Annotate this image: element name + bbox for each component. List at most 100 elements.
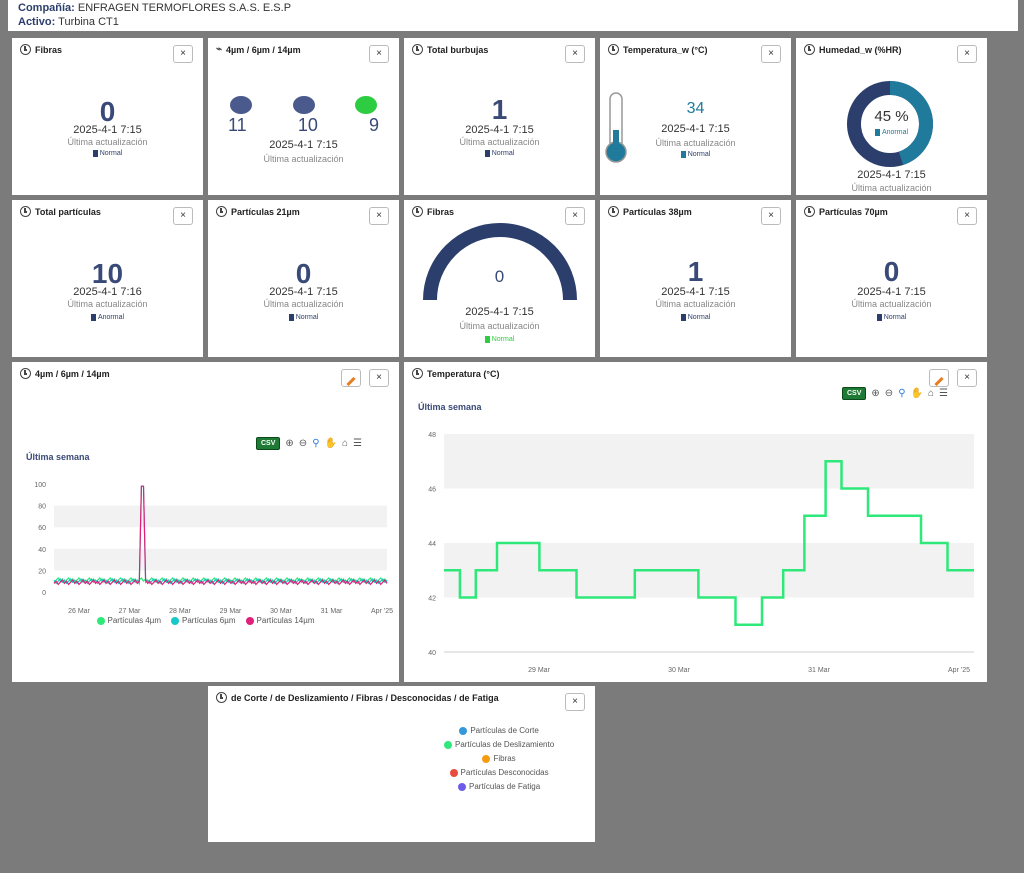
status-badge: Normal — [12, 150, 203, 157]
gauge — [423, 223, 577, 301]
home-icon[interactable]: ⌂ — [341, 438, 349, 449]
card-chart-temperature: Temperatura (°C) × CSV ⊕ ⊖ ⚲ ✋ ⌂ ☰ Últim… — [404, 362, 987, 682]
card-title: Temperatura (°C) — [412, 368, 499, 379]
chart-legend: Partículas de Corte Partículas de Desliz… — [444, 726, 554, 791]
close-button[interactable]: × — [957, 207, 977, 225]
legend-item[interactable]: Fibras — [482, 754, 516, 763]
card-total-particulas: Total partículas × 10 2025-4-1 7:16 Últi… — [12, 200, 203, 357]
humidity-donut — [847, 81, 933, 167]
legend-item[interactable]: Partículas 6µm — [171, 616, 236, 625]
asset-value: Turbina CT1 — [58, 16, 119, 28]
chart-toolbar: CSV ⊕ ⊖ ⚲ ✋ ⌂ ☰ — [842, 387, 948, 400]
update-label: Última actualización — [67, 299, 148, 309]
zoom-out-icon[interactable]: ⊖ — [298, 438, 308, 449]
legend-item[interactable]: Partículas 14µm — [245, 616, 315, 625]
company-label: Compañía: — [18, 2, 75, 14]
clock-icon — [608, 44, 619, 55]
value-14um: 9 — [368, 115, 379, 135]
grid-band — [54, 505, 387, 528]
y-tick-label: 40 — [428, 650, 436, 657]
edit-button[interactable] — [341, 369, 361, 387]
x-tick-label: 26 Mar — [68, 608, 90, 615]
close-button[interactable]: × — [761, 207, 781, 225]
close-button[interactable]: × — [565, 45, 585, 63]
card-title: Fibras — [412, 206, 454, 217]
close-button[interactable]: × — [173, 45, 193, 63]
clock-icon — [412, 44, 423, 55]
status-badge: Normal — [796, 314, 987, 321]
update-label: Última actualización — [263, 299, 344, 309]
asset-label: Activo: — [18, 16, 56, 28]
y-tick-label: 44 — [428, 541, 436, 548]
legend-item[interactable]: Partículas 4µm — [96, 616, 161, 625]
close-button[interactable]: × — [369, 207, 389, 225]
card-chart-sizes: 4µm / 6µm / 14µm × CSV ⊕ ⊖ ⚲ ✋ ⌂ ☰ Últim… — [12, 362, 399, 682]
x-tick-label: Apr '25 — [371, 608, 393, 615]
value: 10 — [91, 258, 124, 289]
search-icon[interactable]: ⚲ — [898, 388, 906, 399]
pencil-icon — [934, 376, 944, 387]
card-title: Partículas 70µm — [804, 206, 888, 217]
value-6um: 10 — [297, 115, 318, 135]
pan-icon[interactable]: ✋ — [910, 388, 923, 399]
card-fibras: Fibras × 0 2025-4-1 7:15 Última actualiz… — [12, 38, 203, 195]
clock-icon — [804, 206, 815, 217]
y-tick-label: 40 — [38, 547, 46, 554]
pan-icon[interactable]: ✋ — [324, 438, 337, 449]
y-tick-label: 80 — [38, 504, 46, 511]
value: 1 — [491, 94, 508, 125]
card-title: Total partículas — [20, 206, 101, 217]
menu-icon[interactable]: ☰ — [353, 438, 362, 449]
dot-14um — [355, 96, 377, 114]
clock-icon — [412, 206, 423, 217]
update-label: Última actualización — [851, 299, 932, 309]
legend-item[interactable]: Partículas de Corte — [459, 726, 539, 735]
series-line — [53, 485, 388, 586]
y-tick-label: 42 — [428, 596, 436, 603]
search-icon[interactable]: ⚲ — [312, 438, 320, 449]
close-button[interactable]: × — [369, 369, 389, 387]
close-button[interactable]: × — [565, 693, 585, 711]
card-fibras-gauge: Fibras × 0 2025-4-1 7:15 Última actualiz… — [404, 200, 595, 357]
home-icon[interactable]: ⌂ — [927, 388, 935, 399]
legend-item[interactable]: Partículas de Fatiga — [458, 782, 540, 791]
card-title: de Corte / de Deslizamiento / Fibras / D… — [216, 692, 499, 703]
update-label: Última actualización — [655, 138, 736, 148]
card-temp-w: Temperatura_w (°C) × 34 2025-4-1 7:15 Úl… — [600, 38, 791, 195]
edit-button[interactable] — [929, 369, 949, 387]
close-button[interactable]: × — [957, 369, 977, 387]
zoom-in-icon[interactable]: ⊕ — [285, 438, 294, 449]
csv-button[interactable]: CSV — [842, 387, 867, 400]
menu-icon[interactable]: ☰ — [939, 388, 948, 399]
grid-band — [444, 434, 974, 489]
zoom-out-icon[interactable]: ⊖ — [884, 388, 894, 399]
update-label: Última actualización — [459, 321, 540, 331]
close-button[interactable]: × — [565, 207, 585, 225]
x-tick-label: 31 Mar — [321, 608, 343, 615]
card-humedad: Humedad_w (%HR) × 45 % Anormal 2025-4-1 … — [796, 38, 987, 195]
legend-item[interactable]: Partículas Desconocidas — [449, 768, 549, 777]
clock-icon — [804, 44, 815, 55]
y-tick-label: 100 — [34, 482, 46, 489]
csv-button[interactable]: CSV — [256, 437, 281, 450]
close-button[interactable]: × — [761, 45, 781, 63]
close-button[interactable]: × — [369, 45, 389, 63]
status-badge: Anormal — [796, 129, 987, 136]
card-chart-types: de Corte / de Deslizamiento / Fibras / D… — [208, 686, 595, 842]
trend-icon: ⌁ — [216, 44, 223, 55]
close-button[interactable]: × — [957, 45, 977, 63]
legend-item[interactable]: Partículas de Deslizamiento — [444, 740, 554, 749]
size-values: 11 10 9 — [228, 115, 379, 136]
zoom-in-icon[interactable]: ⊕ — [871, 388, 880, 399]
timestamp: 2025-4-1 7:15 — [661, 123, 730, 135]
clock-icon — [216, 692, 227, 703]
card-title: Partículas 21µm — [216, 206, 300, 217]
close-button[interactable]: × — [173, 207, 193, 225]
card-particulas-38: Partículas 38µm × 1 2025-4-1 7:15 Última… — [600, 200, 791, 357]
value: 1 — [687, 256, 704, 287]
header-bar: Compañía: ENFRAGEN TERMOFLORES S.A.S. E.… — [8, 0, 1018, 31]
grid-band — [54, 548, 387, 571]
status-badge: Normal — [600, 314, 791, 321]
y-tick-label: 46 — [428, 487, 436, 494]
y-tick-label: 60 — [38, 525, 46, 532]
